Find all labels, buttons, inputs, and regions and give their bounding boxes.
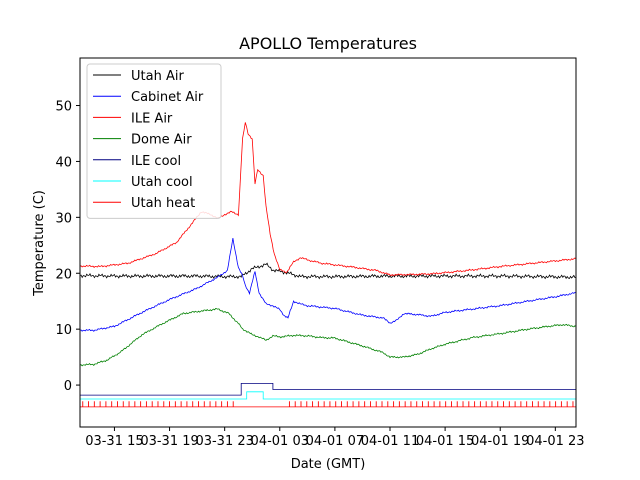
x-tick-label: 04-01 19	[471, 434, 529, 449]
legend-label-utah-air: Utah Air	[131, 69, 184, 84]
legend: Utah Air Cabinet Air ILE Air Dome Air ILE co…	[86, 63, 222, 219]
y-tick-label: 30	[55, 211, 72, 226]
series-line-utah-cool	[80, 391, 576, 400]
series-line-dome-air	[80, 308, 576, 367]
y-tick-label: 40	[55, 155, 72, 170]
legend-label-ile-air: ILE Air	[131, 111, 173, 126]
series-line-ile-air	[80, 122, 576, 277]
series-line-ile-cool	[80, 383, 576, 396]
x-tick-label: 04-01 03	[251, 434, 309, 449]
chart-title: APOLLO Temperatures	[239, 34, 417, 53]
y-tick-label: 0	[64, 379, 72, 394]
legend-label-cabinet-air: Cabinet Air	[131, 90, 204, 105]
legend-label-utah-heat: Utah heat	[131, 196, 195, 211]
y-tick-label: 10	[55, 323, 72, 338]
x-tick-label: 04-01 11	[361, 434, 419, 449]
series-line-utah-air	[80, 262, 576, 280]
plot-frame	[79, 57, 577, 428]
legend-box	[86, 63, 222, 219]
x-tick-label: 03-31 19	[140, 434, 198, 449]
series-line-cabinet-air	[80, 237, 576, 332]
x-tick-label: 04-01 07	[306, 434, 364, 449]
x-tick-label: 04-01 23	[526, 434, 584, 449]
y-axis-title: Temperature (C)	[32, 190, 47, 297]
legend-label-dome-air: Dome Air	[131, 133, 192, 148]
legend-label-utah-cool: Utah cool	[131, 175, 193, 190]
x-tick-label: 04-01 15	[416, 434, 474, 449]
x-axis-title: Date (GMT)	[291, 457, 366, 472]
legend-label-ile-cool: ILE cool	[131, 154, 181, 169]
series-layer	[80, 122, 576, 408]
x-tick-label: 03-31 15	[85, 434, 143, 449]
y-tick-label: 50	[55, 100, 72, 115]
y-tick-label: 20	[55, 267, 72, 282]
x-tick-label: 03-31 23	[195, 434, 253, 449]
